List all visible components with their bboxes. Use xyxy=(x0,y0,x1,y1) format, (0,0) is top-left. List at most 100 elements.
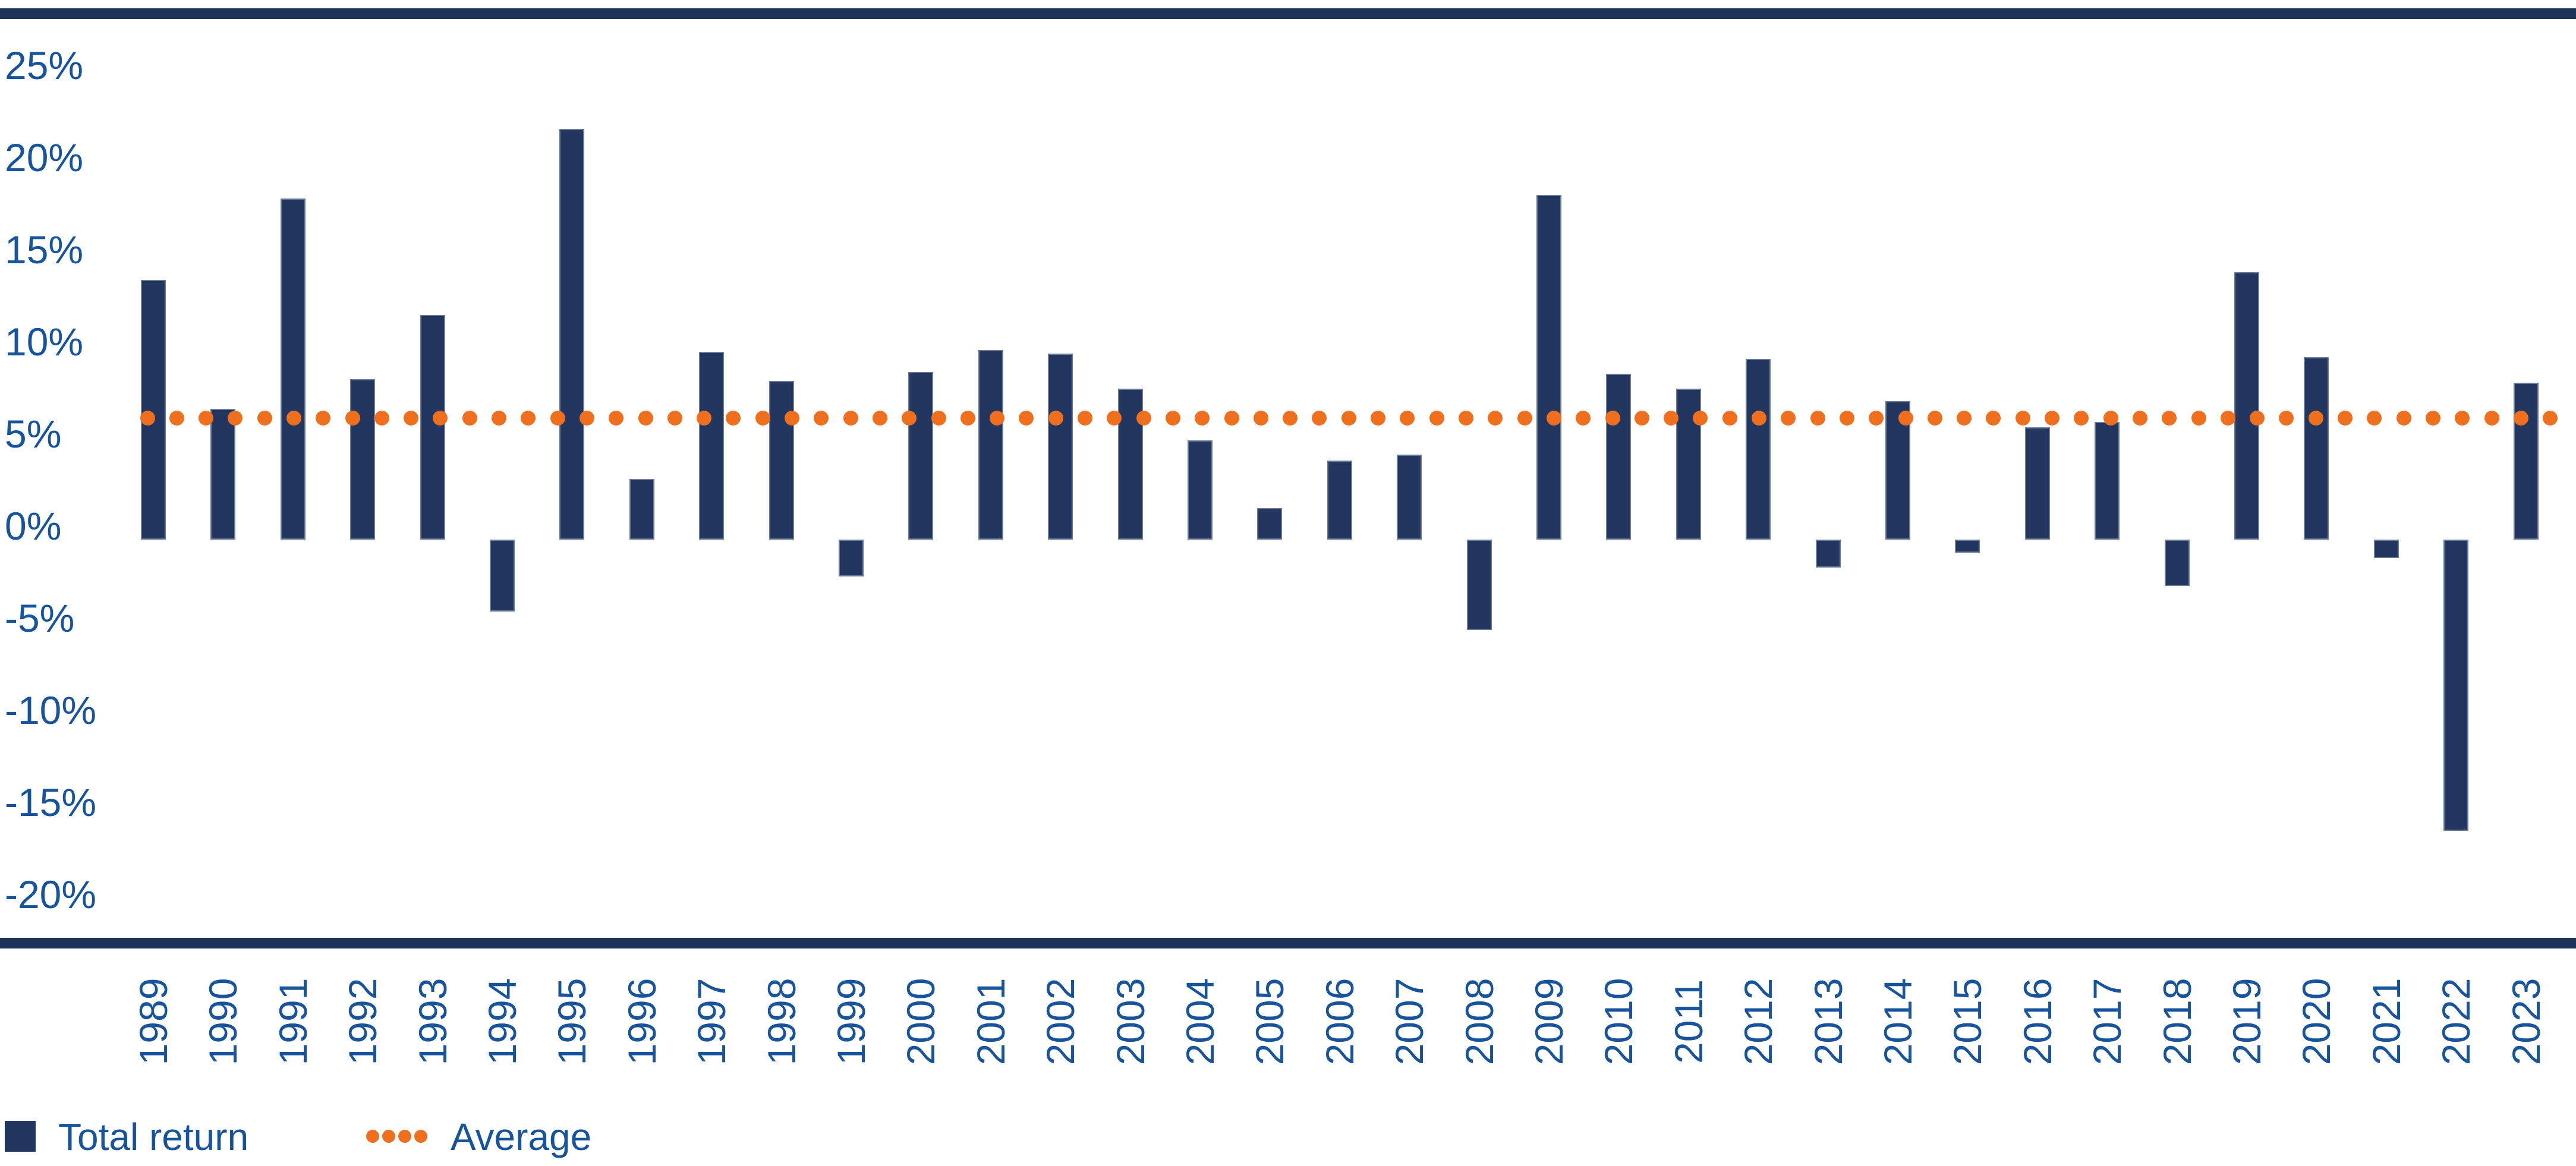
average-line-dot xyxy=(1635,411,1649,426)
x-tick-label-2006: 2006 xyxy=(1318,978,1362,1066)
average-line-dot xyxy=(814,411,829,426)
average-line-dot xyxy=(1136,411,1151,426)
x-tick-label-2007: 2007 xyxy=(1387,978,1431,1066)
x-tick-label-2002: 2002 xyxy=(1038,978,1082,1066)
x-tick-label-2012: 2012 xyxy=(1736,978,1780,1066)
x-tick-label-1989: 1989 xyxy=(131,978,175,1066)
x-tick-label-1991: 1991 xyxy=(271,978,315,1066)
legend-total-return-label: Total return xyxy=(58,1115,249,1158)
average-line-dot xyxy=(1459,411,1473,426)
average-line-dot xyxy=(433,411,448,426)
average-line-dot xyxy=(521,411,536,426)
y-tick-label-15: 15% xyxy=(5,228,84,272)
average-line-dot xyxy=(492,411,506,426)
y-tick-label-20: 20% xyxy=(5,135,84,179)
average-line-dot xyxy=(1547,411,1561,426)
bar-2005 xyxy=(1257,508,1282,540)
bar-1992 xyxy=(350,379,375,540)
average-line-dot xyxy=(2543,411,2558,426)
average-line-dot xyxy=(462,411,477,426)
average-line-dot xyxy=(1869,411,1884,426)
average-line-dot xyxy=(1576,411,1591,426)
average-line-dot xyxy=(961,411,975,426)
average-line-dot xyxy=(2250,411,2265,426)
average-line-dot xyxy=(726,411,741,426)
x-tick-label-2023: 2023 xyxy=(2504,978,2548,1066)
average-line-dot xyxy=(140,411,155,426)
average-line-dot xyxy=(1781,411,1796,426)
average-line-dot xyxy=(2397,411,2411,426)
bar-1997 xyxy=(699,352,724,540)
average-line-dot xyxy=(2103,411,2118,426)
average-line-dot xyxy=(1693,411,1708,426)
y-tick-label-10: 10% xyxy=(5,320,84,364)
x-tick-label-1993: 1993 xyxy=(411,978,455,1066)
x-tick-label-2021: 2021 xyxy=(2364,978,2408,1066)
y-tick-label--5: -5% xyxy=(5,596,75,640)
average-line-dot xyxy=(2045,411,2059,426)
x-tick-label-2022: 2022 xyxy=(2434,978,2478,1066)
average-line-dot xyxy=(2338,411,2353,426)
average-line-dot xyxy=(1928,411,1942,426)
x-tick-label-1997: 1997 xyxy=(689,978,733,1066)
average-line-dot xyxy=(1166,411,1180,426)
bar-2017 xyxy=(2095,422,2120,540)
legend: Total return Average xyxy=(0,1111,654,1165)
bar-2008 xyxy=(1467,540,1492,630)
x-tick-label-2020: 2020 xyxy=(2294,978,2338,1066)
average-line-dot xyxy=(1254,411,1268,426)
average-line-dot xyxy=(1048,411,1063,426)
average-line-dot xyxy=(1312,411,1327,426)
x-tick-label-1990: 1990 xyxy=(201,978,245,1066)
x-tick-label-1998: 1998 xyxy=(760,978,804,1066)
average-line-dot xyxy=(609,411,623,426)
x-tick-label-2003: 2003 xyxy=(1109,978,1152,1066)
average-line-dot xyxy=(1224,411,1239,426)
x-tick-label-1992: 1992 xyxy=(341,978,385,1066)
bar-2010 xyxy=(1606,374,1631,540)
legend-average-dots-icon xyxy=(366,1130,430,1143)
x-tick-label-2017: 2017 xyxy=(2085,978,2129,1066)
x-tick-label-1994: 1994 xyxy=(480,978,524,1066)
average-line-dot xyxy=(1517,411,1532,426)
average-line-dot xyxy=(2221,411,2235,426)
y-tick-label-5: 5% xyxy=(5,412,62,456)
average-line-dot xyxy=(843,411,858,426)
average-line-dot xyxy=(755,411,770,426)
x-tick-label-2005: 2005 xyxy=(1248,978,1292,1066)
x-tick-label-2013: 2013 xyxy=(1806,978,1850,1066)
x-tick-label-2018: 2018 xyxy=(2155,978,2199,1066)
bar-2013 xyxy=(1816,540,1841,568)
average-line-dot xyxy=(667,411,682,426)
bar-2021 xyxy=(2374,540,2399,558)
x-tick-label-1996: 1996 xyxy=(620,978,664,1066)
bar-1999 xyxy=(839,540,864,576)
x-tick-label-2014: 2014 xyxy=(1876,978,1920,1066)
average-line-dot xyxy=(316,411,330,426)
bar-2009 xyxy=(1536,195,1561,540)
bar-2000 xyxy=(908,372,933,540)
top-border-line xyxy=(0,8,2576,19)
bar-2007 xyxy=(1397,455,1422,540)
bar-1994 xyxy=(490,540,515,612)
legend-average-label: Average xyxy=(451,1115,592,1158)
average-line-dot xyxy=(257,411,272,426)
y-tick-label--15: -15% xyxy=(5,780,97,824)
x-tick-label-2008: 2008 xyxy=(1457,978,1501,1066)
y-tick-label--20: -20% xyxy=(5,872,97,916)
average-line-dot xyxy=(1664,411,1679,426)
bar-2006 xyxy=(1327,461,1352,540)
average-line-dot xyxy=(1283,411,1298,426)
bar-1991 xyxy=(281,198,306,540)
bar-1996 xyxy=(629,479,654,540)
x-tick-label-2001: 2001 xyxy=(969,978,1013,1066)
average-line-dot xyxy=(2162,411,2177,426)
average-line-dot xyxy=(199,411,213,426)
average-line-dot xyxy=(580,411,594,426)
x-tick-label-2016: 2016 xyxy=(2016,978,2059,1066)
average-line-dot xyxy=(1752,411,1766,426)
average-line-dot xyxy=(2191,411,2206,426)
average-line-dot xyxy=(2279,411,2294,426)
average-line-dot xyxy=(2074,411,2089,426)
average-line-dot xyxy=(2426,411,2440,426)
